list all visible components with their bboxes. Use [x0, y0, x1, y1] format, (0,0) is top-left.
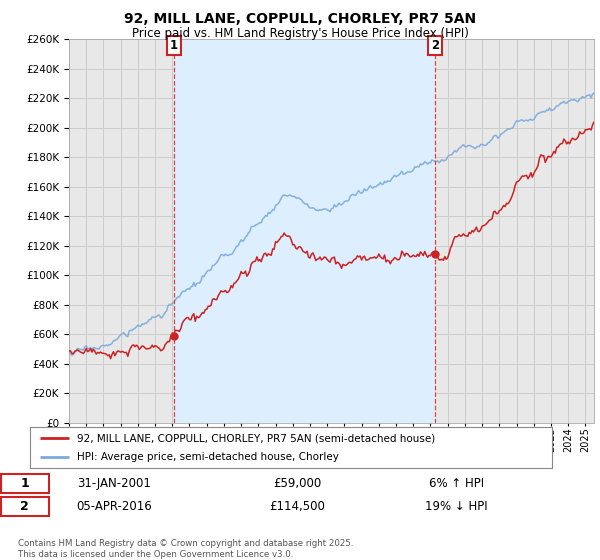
Text: 2: 2 — [20, 500, 29, 514]
Text: Price paid vs. HM Land Registry's House Price Index (HPI): Price paid vs. HM Land Registry's House … — [131, 27, 469, 40]
Text: HPI: Average price, semi-detached house, Chorley: HPI: Average price, semi-detached house,… — [77, 452, 339, 461]
Text: 1: 1 — [20, 477, 29, 490]
Bar — [173, 39, 435, 423]
Text: 1: 1 — [170, 39, 178, 52]
Text: 6% ↑ HPI: 6% ↑ HPI — [429, 477, 484, 490]
Text: £59,000: £59,000 — [273, 477, 321, 490]
Text: 92, MILL LANE, COPPULL, CHORLEY, PR7 5AN: 92, MILL LANE, COPPULL, CHORLEY, PR7 5AN — [124, 12, 476, 26]
FancyBboxPatch shape — [1, 474, 49, 493]
Text: 19% ↓ HPI: 19% ↓ HPI — [425, 500, 488, 514]
Text: Contains HM Land Registry data © Crown copyright and database right 2025.
This d: Contains HM Land Registry data © Crown c… — [18, 539, 353, 559]
FancyBboxPatch shape — [1, 497, 49, 516]
Text: 31-JAN-2001: 31-JAN-2001 — [77, 477, 152, 490]
Text: 05-APR-2016: 05-APR-2016 — [77, 500, 152, 514]
Text: £114,500: £114,500 — [269, 500, 325, 514]
Text: 92, MILL LANE, COPPULL, CHORLEY, PR7 5AN (semi-detached house): 92, MILL LANE, COPPULL, CHORLEY, PR7 5AN… — [77, 433, 435, 443]
Text: 2: 2 — [431, 39, 439, 52]
